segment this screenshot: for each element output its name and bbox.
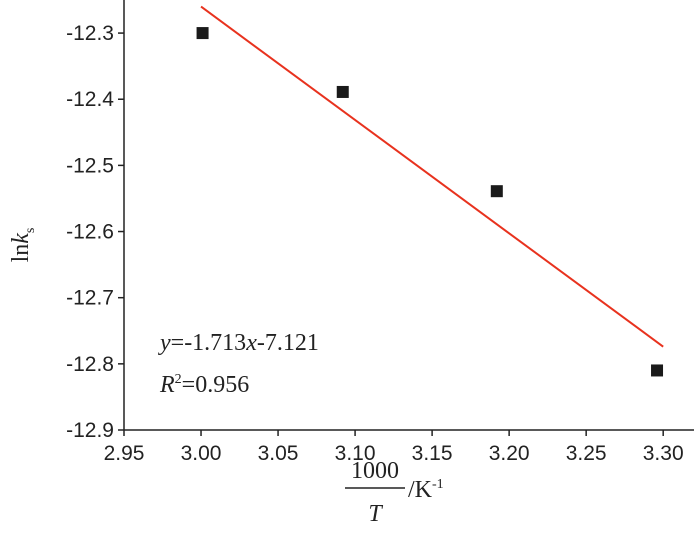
y-label-part: ln [8, 244, 34, 263]
x-label-numerator: 1000 [351, 458, 399, 484]
data-point [490, 185, 503, 198]
y-tick-label: -12.6 [66, 221, 114, 244]
x-label-part: -1 [432, 477, 444, 492]
equation-part: =-1.713 [171, 330, 247, 356]
data-point [196, 27, 209, 40]
equation-part: y [158, 330, 171, 356]
y-tick-label: -12.5 [66, 154, 114, 177]
x-tick-label: 3.05 [258, 442, 299, 465]
x-label-part: /K [408, 477, 433, 503]
r-squared-part: R [159, 372, 175, 398]
y-tick-label: -12.8 [66, 353, 114, 376]
x-tick-label: 3.25 [566, 442, 607, 465]
equation: y=-1.713x-7.121 [158, 330, 319, 356]
y-tick-label: -12.9 [66, 419, 114, 442]
x-tick-label: 3.15 [412, 442, 453, 465]
x-tick-label: 2.95 [104, 442, 145, 465]
data-point [336, 85, 349, 98]
y-tick-label: -12.3 [66, 22, 114, 45]
y-label-part: s [23, 228, 38, 233]
x-tick-label: 3.30 [643, 442, 684, 465]
r-squared: R2=0.956 [159, 372, 249, 398]
x-tick-label: 3.20 [489, 442, 530, 465]
y-tick-label: -12.4 [66, 88, 114, 111]
y-label-part: k [8, 233, 34, 244]
y-axis-label: lnks [8, 228, 38, 263]
r-squared-part: =0.956 [182, 372, 250, 398]
fit-line [200, 5, 664, 348]
r-squared-part: 2 [175, 372, 182, 387]
data-point [651, 364, 664, 377]
x-tick-label: 3.00 [181, 442, 222, 465]
y-tick-label: -12.7 [66, 287, 114, 310]
equation-part: x [245, 330, 257, 356]
x-label-unit: /K-1 [408, 477, 444, 503]
x-label-denominator: T [368, 501, 383, 527]
equation-part: -7.121 [257, 330, 319, 356]
x-tick-label: 3.10 [335, 442, 376, 465]
